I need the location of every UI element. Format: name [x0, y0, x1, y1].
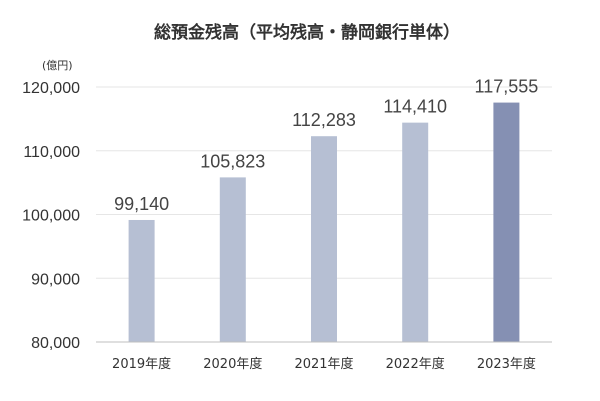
- bars: [128, 102, 520, 342]
- data-label: 99,140: [114, 194, 169, 214]
- bar-1: [128, 219, 155, 342]
- x-tick-label: 2019年度: [112, 356, 171, 372]
- y-tick-label: 100,000: [22, 208, 80, 225]
- x-axis-tick-labels: 2019年度 2020年度 2021年度 2022年度 2023年度: [112, 356, 536, 372]
- x-tick-label: 2020年度: [203, 356, 262, 372]
- y-axis-tick-labels: 80,000 90,000 100,000 110,000 120,000: [22, 80, 80, 352]
- bar-5: [493, 102, 520, 342]
- data-label: 114,410: [383, 97, 447, 117]
- y-axis-unit-label: (億円): [42, 59, 73, 72]
- data-label: 117,555: [475, 77, 539, 97]
- data-label: 105,823: [200, 151, 265, 171]
- x-tick-label: 2021年度: [294, 356, 353, 372]
- y-tick-label: 90,000: [31, 271, 80, 288]
- x-tick-label: 2022年度: [386, 356, 445, 372]
- bar-4: [402, 122, 429, 342]
- y-tick-label: 110,000: [23, 144, 80, 161]
- x-tick-label: 2023年度: [477, 356, 536, 372]
- bar-3: [311, 136, 337, 342]
- y-tick-label: 120,000: [22, 80, 80, 97]
- data-label: 112,283: [292, 110, 356, 130]
- y-tick-label: 80,000: [31, 335, 80, 352]
- data-labels: 99,140 105,823 112,283 114,410 117,555: [114, 77, 538, 214]
- chart-title: 総預金残高（平均残高・静岡銀行単体）: [154, 22, 460, 43]
- bar-2: [219, 177, 246, 342]
